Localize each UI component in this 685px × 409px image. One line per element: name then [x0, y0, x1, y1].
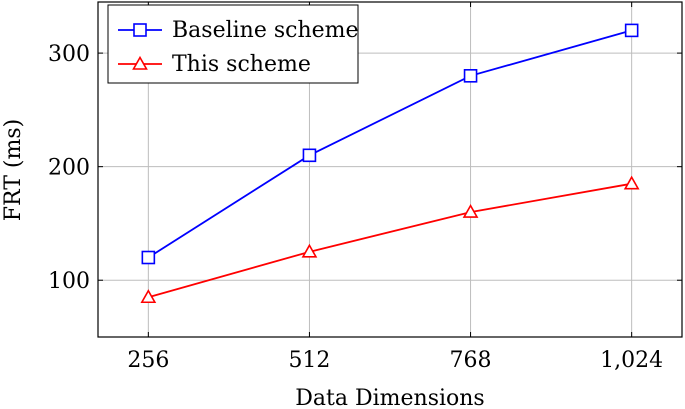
- data-point: [624, 23, 639, 38]
- x-tick-label: 512: [288, 348, 330, 373]
- legend-box: [107, 4, 359, 84]
- data-point: [302, 148, 317, 163]
- data-point: [301, 243, 318, 258]
- series-group: [140, 23, 640, 304]
- y-tick-label: 200: [48, 156, 90, 181]
- y-tick-label: 100: [48, 269, 90, 294]
- plot-frame: [97, 1, 683, 338]
- data-point: [463, 69, 478, 83]
- data-point: [623, 175, 640, 190]
- legend-label: Baseline scheme: [172, 18, 359, 43]
- y-tick-label: 300: [48, 42, 90, 67]
- legend-marker: [132, 55, 148, 70]
- y-axis-label: FRT (ms): [1, 119, 26, 221]
- data-point: [462, 203, 479, 218]
- series-baseline: [141, 23, 639, 265]
- legend-item: Baseline scheme: [118, 18, 359, 43]
- data-point: [140, 289, 157, 304]
- legend-label: This scheme: [172, 52, 311, 77]
- x-tick-label: 256: [127, 348, 169, 373]
- series-line: [147, 29, 632, 259]
- axis-ticks: 256 512 768 1,024 100 200 300: [48, 2, 682, 373]
- legend-marker: [133, 23, 147, 37]
- x-tick-label: 1,024: [600, 348, 663, 373]
- series-this-scheme: [140, 175, 640, 304]
- legend-item: This scheme: [118, 52, 311, 77]
- series-line: [148, 182, 632, 299]
- x-tick-label: 768: [450, 348, 492, 373]
- data-point: [141, 250, 156, 265]
- x-axis-label: Data Dimensions: [295, 386, 484, 409]
- legend: Baseline scheme This scheme: [107, 4, 359, 84]
